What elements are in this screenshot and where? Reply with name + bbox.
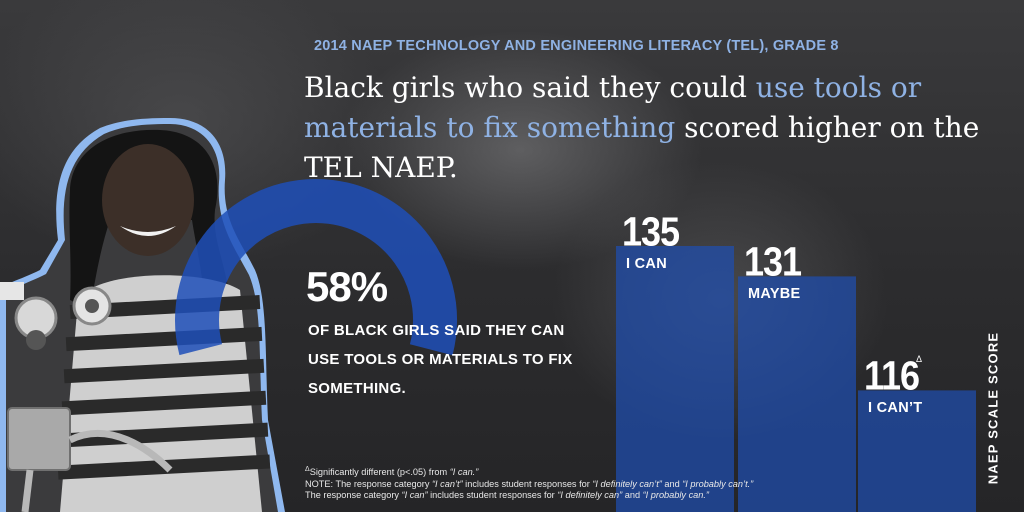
robot-illustration bbox=[0, 282, 173, 512]
significance-marker: Δ bbox=[916, 354, 923, 365]
bar-value-label: 116 bbox=[864, 353, 920, 399]
footnote-marker: Δ bbox=[305, 466, 310, 473]
student-photo bbox=[0, 118, 285, 512]
footnote-cant-note: NOTE: The response category “I can’t” in… bbox=[305, 478, 754, 489]
y-axis-label-box: NAEP SCALE SCORE bbox=[981, 324, 1005, 492]
donut-ring bbox=[175, 179, 457, 461]
footnote-significance: ΔSignificantly different (p<.05) from “I… bbox=[305, 466, 479, 478]
bar-value-label: 131 bbox=[744, 239, 802, 285]
stat-percent: 58% bbox=[306, 263, 388, 310]
eyebrow-title: 2014 NAEP TECHNOLOGY AND ENGINEERING LIT… bbox=[314, 38, 839, 54]
bar-maybe bbox=[738, 276, 856, 512]
bar-category-label: I CAN’T bbox=[868, 400, 923, 417]
bar-i-can bbox=[616, 246, 734, 512]
headline-part1: Black girls who said they could bbox=[304, 71, 756, 104]
y-axis-label: NAEP SCALE SCORE bbox=[985, 331, 1001, 485]
stat-label: OF BLACK GIRLS SAID THEY CAN USE TOOLS O… bbox=[308, 322, 573, 397]
bar-category-label: MAYBE bbox=[748, 286, 801, 303]
headline: Black girls who said they could use tool… bbox=[304, 68, 994, 188]
footnote-can-note: The response category “I can” includes s… bbox=[305, 490, 709, 501]
footnotes: ΔSignificantly different (p<.05) from “I… bbox=[305, 464, 965, 502]
bar-i-can-t bbox=[858, 390, 976, 512]
headline-part2: scored higher on the TEL NAEP. bbox=[304, 111, 980, 184]
bar-category-label: I CAN bbox=[626, 256, 667, 272]
bar-value-label: 135 bbox=[622, 208, 680, 255]
headline-highlight: use tools or materials to fix something bbox=[304, 71, 922, 144]
